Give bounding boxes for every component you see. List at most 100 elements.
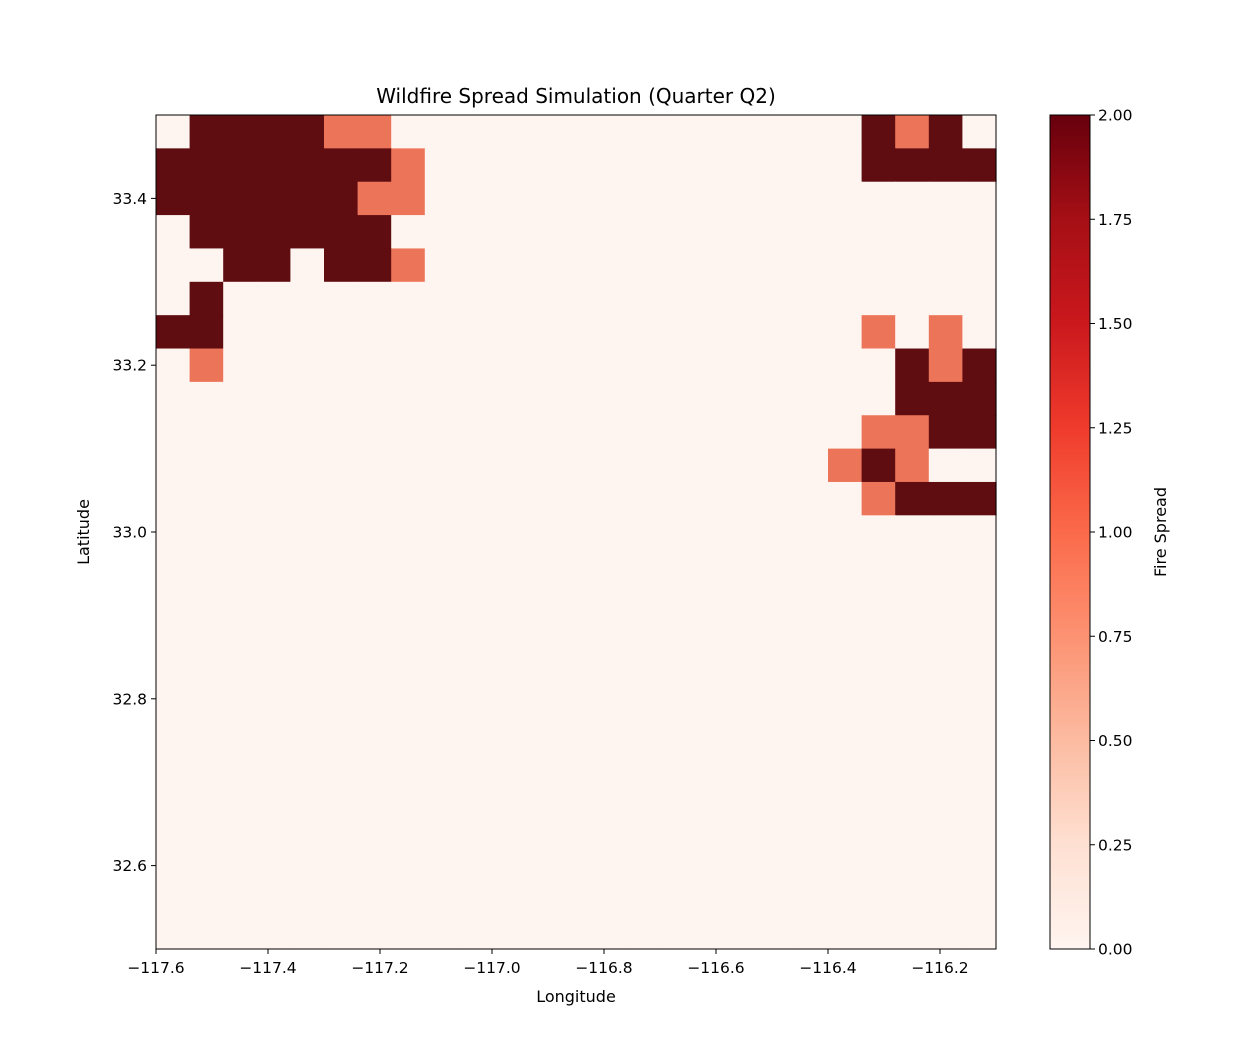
heatmap-cell	[525, 148, 560, 183]
heatmap-cell	[727, 648, 762, 683]
heatmap-cell	[760, 615, 795, 650]
heatmap-cell	[592, 815, 627, 850]
heatmap-cell	[693, 548, 728, 583]
heatmap-cell	[391, 115, 426, 149]
heatmap-cell	[223, 548, 258, 583]
heatmap-cell	[828, 381, 863, 416]
heatmap-cell	[357, 481, 392, 516]
heatmap-cell	[357, 181, 392, 216]
heatmap-cell	[290, 181, 325, 216]
heatmap-cell	[895, 181, 930, 216]
heatmap-cell	[760, 415, 795, 450]
heatmap-cell	[525, 515, 560, 550]
heatmap-cell	[189, 481, 224, 516]
heatmap-cell	[928, 148, 963, 183]
heatmap-cell	[760, 548, 795, 583]
heatmap-cell	[492, 548, 527, 583]
heatmap-cell	[458, 715, 493, 750]
heatmap-cell	[156, 148, 191, 183]
heatmap-cell	[492, 181, 527, 216]
heatmap-cell	[357, 615, 392, 650]
colorbar	[1049, 114, 1091, 950]
heatmap-cell	[223, 248, 258, 283]
heatmap-cell	[760, 715, 795, 750]
heatmap-cell	[895, 848, 930, 883]
heatmap-cell	[760, 915, 795, 950]
heatmap-cell	[861, 215, 896, 250]
heatmap-cell	[794, 715, 829, 750]
heatmap-cell	[592, 248, 627, 283]
heatmap-cell	[693, 515, 728, 550]
heatmap-cell	[290, 848, 325, 883]
heatmap-cell	[189, 882, 224, 917]
heatmap-cell	[592, 848, 627, 883]
heatmap-cell	[962, 448, 997, 483]
heatmap-cell	[559, 481, 594, 516]
heatmap-cell	[357, 248, 392, 283]
heatmap-cell	[189, 815, 224, 850]
heatmap-cell	[492, 882, 527, 917]
heatmap-cell	[861, 582, 896, 616]
heatmap-cell	[256, 815, 291, 850]
heatmap-cell	[828, 348, 863, 383]
heatmap-cell	[424, 248, 459, 283]
heatmap-cell	[895, 215, 930, 250]
heatmap-cell	[357, 915, 392, 950]
heatmap-cell	[794, 148, 829, 183]
heatmap-cell	[895, 882, 930, 917]
heatmap-cell	[156, 648, 191, 683]
heatmap-cell	[660, 715, 695, 750]
heatmap-cell	[357, 515, 392, 550]
heatmap-cell	[794, 281, 829, 316]
heatmap-cell	[861, 748, 896, 783]
heatmap-cell	[861, 348, 896, 383]
heatmap-cell	[626, 281, 661, 316]
heatmap-cell	[492, 815, 527, 850]
heatmap-cell	[559, 315, 594, 350]
heatmap-cell	[895, 348, 930, 383]
heatmap-cell	[223, 115, 258, 149]
heatmap-cell	[693, 348, 728, 383]
heatmap-cell	[828, 548, 863, 583]
heatmap-cell	[626, 415, 661, 450]
heatmap-cell	[928, 215, 963, 250]
heatmap-cell	[324, 281, 359, 316]
heatmap-cell	[928, 381, 963, 416]
heatmap-cell	[928, 915, 963, 950]
heatmap-cell	[156, 782, 191, 817]
heatmap-cell	[962, 248, 997, 283]
heatmap-cell	[794, 615, 829, 650]
heatmap-cell	[794, 215, 829, 250]
heatmap-cell	[660, 648, 695, 683]
heatmap-cell	[458, 448, 493, 483]
colorbar-tick-label: 2.00	[1098, 107, 1133, 125]
heatmap-cell	[189, 415, 224, 450]
heatmap-cell	[424, 115, 459, 149]
heatmap-cell	[794, 181, 829, 216]
heatmap-cell	[962, 348, 997, 383]
heatmap-cell	[223, 615, 258, 650]
heatmap-cell	[693, 682, 728, 717]
heatmap-cell	[962, 181, 997, 216]
heatmap-cell	[324, 215, 359, 250]
heatmap-cell	[828, 115, 863, 149]
heatmap-cell	[492, 115, 527, 149]
heatmap-cell	[156, 615, 191, 650]
heatmap-cell	[256, 648, 291, 683]
heatmap-cell	[223, 848, 258, 883]
heatmap-cell	[895, 915, 930, 950]
heatmap-cell	[559, 648, 594, 683]
x-tick-label: −116.4	[799, 959, 856, 977]
heatmap-cell	[928, 448, 963, 483]
heatmap-cell	[290, 515, 325, 550]
heatmap-cell	[559, 582, 594, 616]
heatmap-cell	[794, 915, 829, 950]
heatmap-cell	[861, 181, 896, 216]
heatmap-cell	[223, 748, 258, 783]
heatmap-cell	[156, 115, 191, 149]
heatmap-cell	[458, 148, 493, 183]
heatmap-cell	[928, 848, 963, 883]
heatmap-cell	[962, 615, 997, 650]
heatmap-cell	[592, 548, 627, 583]
heatmap-cell	[256, 115, 291, 149]
